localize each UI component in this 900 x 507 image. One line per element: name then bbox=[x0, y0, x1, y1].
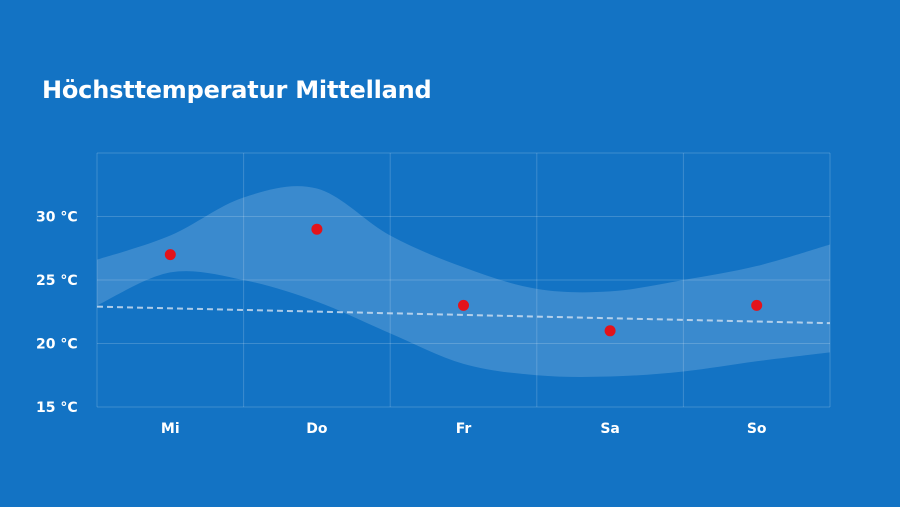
x-tick-label-do: Do bbox=[306, 421, 328, 437]
x-tick-label-fr: Fr bbox=[456, 421, 472, 437]
y-tick-label: 30 °C bbox=[36, 210, 78, 226]
x-tick-label-mi: Mi bbox=[161, 421, 180, 437]
forecast-range-band bbox=[97, 186, 830, 377]
data-point-so bbox=[751, 299, 763, 311]
data-point-fr bbox=[458, 299, 469, 311]
y-tick-label: 15 °C bbox=[36, 400, 78, 416]
data-point-sa bbox=[604, 325, 616, 337]
y-tick-label: 25 °C bbox=[36, 273, 78, 289]
trend-line bbox=[96, 305, 831, 325]
data-point-do bbox=[311, 223, 323, 235]
y-tick-label: 20 °C bbox=[36, 337, 78, 353]
x-tick-label-sa: Sa bbox=[600, 421, 620, 437]
x-tick-label-so: So bbox=[747, 421, 767, 437]
data-point-mi bbox=[164, 249, 176, 261]
chart-title: Höchsttemperatur Mittelland bbox=[42, 76, 432, 104]
